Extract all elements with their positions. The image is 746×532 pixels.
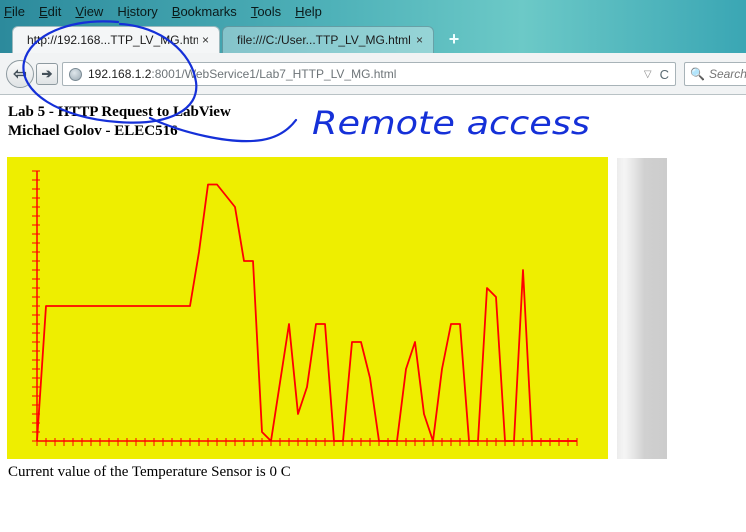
- menu-tools[interactable]: Tools: [251, 4, 281, 19]
- menu-bookmarks[interactable]: Bookmarks: [172, 4, 237, 19]
- globe-icon[interactable]: [69, 68, 82, 81]
- temperature-chart: [7, 157, 608, 459]
- temperature-series-line: [37, 185, 577, 442]
- menu-help[interactable]: Help: [295, 4, 322, 19]
- annotation-text: Remote access: [312, 104, 590, 142]
- url-host: 192.168.1.2: [88, 67, 151, 81]
- new-tab-button[interactable]: +: [444, 29, 464, 49]
- tab-label: file:///C:/User...TTP_LV_MG.html: [237, 33, 412, 47]
- navigation-bar: ⇦ ➔ 192.168.1.2:8001/WebService1/Lab7_HT…: [0, 53, 746, 95]
- menu-label-rest: ools: [257, 4, 281, 19]
- close-tab-icon[interactable]: ×: [416, 33, 423, 47]
- menu-label-prefix: H: [117, 4, 126, 19]
- menu-file[interactable]: File: [4, 4, 25, 19]
- menu-label-rest: ookmarks: [180, 4, 236, 19]
- menu-label-rest: story: [130, 4, 158, 19]
- page-heading: Lab 5 - HTTP Request to LabView Michael …: [8, 103, 231, 141]
- chart-side-panel: [617, 158, 667, 459]
- reload-icon[interactable]: C: [660, 67, 669, 82]
- close-tab-icon[interactable]: ×: [202, 33, 209, 47]
- chart-svg: [7, 157, 608, 459]
- menu-accesskey: V: [75, 4, 83, 19]
- menu-history[interactable]: History: [117, 4, 157, 19]
- menu-accesskey: F: [4, 4, 12, 19]
- heading-author: Michael Golov - ELEC516: [8, 122, 231, 141]
- url-path: :8001/WebService1/Lab7_HTTP_LV_MG.html: [151, 67, 396, 81]
- menu-label-rest: ile: [12, 4, 25, 19]
- tab-lab7-local[interactable]: file:///C:/User...TTP_LV_MG.html ×: [222, 26, 434, 53]
- heading-title: Lab 5 - HTTP Request to LabView: [8, 103, 231, 122]
- back-button[interactable]: ⇦: [6, 60, 34, 88]
- menu-accesskey: H: [295, 4, 304, 19]
- tab-strip: http://192.168...TTP_LV_MG.html × file:/…: [0, 25, 746, 53]
- history-dropdown-icon[interactable]: ▽: [644, 69, 652, 80]
- menu-label-rest: elp: [305, 4, 322, 19]
- temperature-status: Current value of the Temperature Sensor …: [8, 464, 291, 481]
- forward-button[interactable]: ➔: [36, 63, 58, 85]
- menu-label-rest: dit: [48, 4, 62, 19]
- url-bar[interactable]: 192.168.1.2:8001/WebService1/Lab7_HTTP_L…: [62, 62, 676, 86]
- tab-lab7-remote[interactable]: http://192.168...TTP_LV_MG.html ×: [12, 26, 220, 53]
- menu-bar: File Edit View History Bookmarks Tools Help: [0, 0, 746, 22]
- magnifier-icon[interactable]: 🔍: [690, 67, 705, 81]
- menu-accesskey: E: [39, 4, 48, 19]
- search-input[interactable]: [709, 67, 746, 81]
- browser-chrome: File Edit View History Bookmarks Tools Help ht…: [0, 0, 746, 95]
- tab-label: http://192.168...TTP_LV_MG.html: [27, 33, 198, 47]
- menu-view[interactable]: View: [75, 4, 103, 19]
- menu-edit[interactable]: Edit: [39, 4, 61, 19]
- url-text[interactable]: 192.168.1.2:8001/WebService1/Lab7_HTTP_L…: [88, 67, 644, 81]
- search-box[interactable]: 🔍: [684, 62, 746, 86]
- menu-label-rest: iew: [84, 4, 104, 19]
